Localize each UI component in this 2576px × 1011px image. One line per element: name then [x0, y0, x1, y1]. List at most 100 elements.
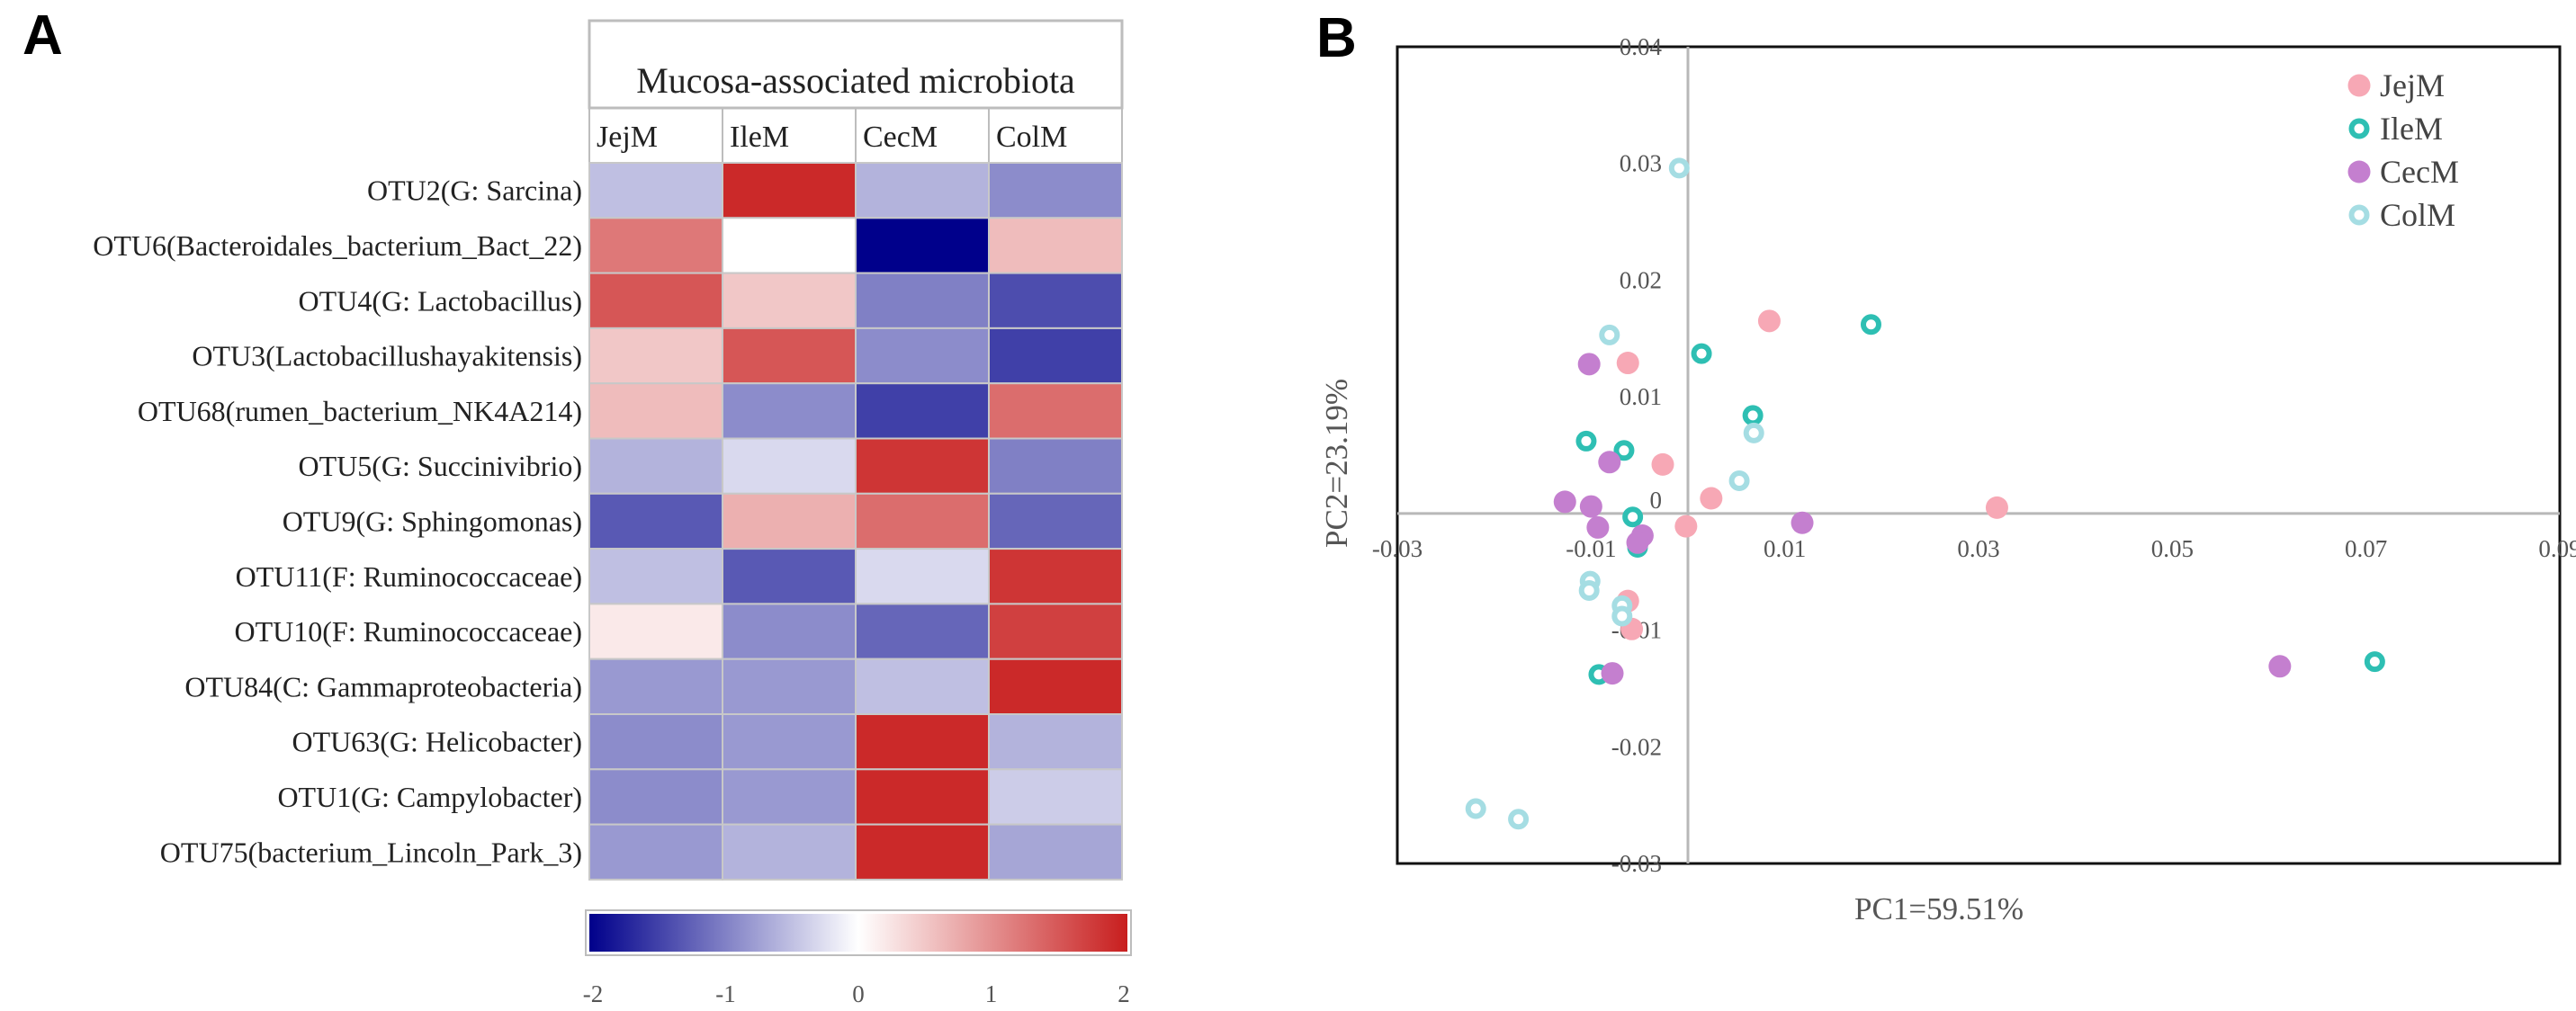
colorbar-tick: 2 [1117, 980, 1130, 1007]
heatmap-cell [588, 437, 723, 495]
heatmap-cell [722, 768, 857, 826]
row-label: OTU84(C: Gammaproteobacteria) [184, 670, 582, 702]
point-colm [1599, 324, 1620, 345]
legend-label: IleM [2380, 111, 2443, 147]
heatmap-cell [588, 382, 723, 440]
point-cecm [1579, 495, 1602, 518]
heatmap-cell [588, 327, 723, 385]
heatmap-cell [588, 162, 723, 219]
y-tick-label: 0 [1650, 487, 1663, 514]
point-colm [1578, 579, 1600, 601]
row-label: OTU68(rumen_bacterium_NK4A214) [138, 395, 582, 427]
point-cecm [1626, 531, 1649, 554]
point-colm [1465, 798, 1486, 819]
heatmap-cell [988, 713, 1123, 771]
y-tick-label: -0.02 [1611, 733, 1662, 760]
legend-marker-colm [2348, 204, 2370, 226]
point-cecm [1553, 490, 1576, 514]
heatmap-cell [722, 492, 857, 550]
point-cecm [1577, 353, 1601, 376]
x-tick-label: 0.05 [2151, 535, 2194, 562]
heatmap-cell [588, 768, 723, 826]
heatmap-cell [988, 603, 1123, 660]
panel-b-label: B [1316, 7, 1357, 69]
row-label: OTU3(Lactobacillushayakitensis) [192, 340, 582, 372]
point-cecm [1598, 451, 1621, 474]
heatmap-row-labels: OTU2(G: Sarcina) OTU6(Bacteroidales_bacte… [93, 174, 582, 869]
point-cecm [1586, 515, 1610, 539]
column-header-ilem: IleM [730, 121, 789, 154]
heatmap-cell [722, 162, 857, 219]
legend-label: CecM [2380, 154, 2459, 190]
point-ilem [1575, 430, 1597, 452]
column-header-jejm: JejM [597, 121, 658, 154]
legend-marker-jejm [2347, 74, 2371, 97]
point-ilem [2364, 651, 2385, 673]
colorbar-tick: -2 [583, 980, 604, 1007]
heatmap-cell [588, 713, 723, 771]
point-colm [1668, 157, 1690, 179]
point-cecm [2268, 655, 2292, 678]
heatmap-cell [855, 603, 990, 660]
x-tick-label: 0.03 [1957, 535, 1999, 562]
heatmap: Mucosa-associated microbiota JejM IleM Cec… [93, 19, 1132, 1007]
row-label: OTU9(G: Sphingomonas) [283, 505, 582, 537]
x-tick-label: 0.09 [2538, 535, 2576, 562]
point-jejm [1700, 487, 1723, 510]
point-jejm [1616, 352, 1639, 375]
point-cecm [1601, 662, 1624, 685]
heatmap-cell [722, 603, 857, 660]
heatmap-cell [855, 713, 990, 771]
heatmap-cell [855, 823, 990, 881]
point-jejm [1757, 309, 1781, 333]
heatmap-cell [588, 217, 723, 274]
heatmap-cell [722, 658, 857, 716]
point-ilem [1691, 343, 1712, 364]
row-label: OTU6(Bacteroidales_bacterium_Bact_22) [93, 229, 582, 262]
pca-scatter-plot: -0.03 -0.01 0.01 0.03 0.05 0.07 0.09 0.04 0.03 0.… [1319, 33, 2576, 926]
x-tick-label: -0.01 [1566, 535, 1616, 562]
heatmap-cell [855, 492, 990, 550]
heatmap-cell [722, 437, 857, 495]
heatmap-cell [722, 217, 857, 274]
heatmap-cell [988, 272, 1123, 329]
heatmap-cell [588, 548, 723, 605]
row-label: OTU11(F: Ruminococcaceae) [236, 560, 582, 593]
x-tick-label: 0.01 [1764, 535, 1806, 562]
point-jejm [1651, 452, 1674, 476]
colorbar: -2 -1 0 1 2 [583, 909, 1132, 1007]
heatmap-cell [855, 768, 990, 826]
row-label: OTU2(G: Sarcina) [367, 174, 582, 207]
colorbar-tick: 0 [852, 980, 865, 1007]
point-ilem [1622, 506, 1644, 528]
x-axis-label: PC1=59.51% [1854, 891, 2024, 926]
point-cecm [1791, 511, 1814, 534]
data-points [1465, 157, 2385, 830]
heatmap-cell [855, 272, 990, 329]
y-tick-label: 0.04 [1620, 33, 1663, 60]
row-label: OTU1(G: Campylobacter) [277, 781, 582, 813]
y-tick-label: -0.03 [1611, 850, 1662, 877]
heatmap-cell [588, 603, 723, 660]
point-ilem [1742, 405, 1764, 426]
row-label: OTU75(bacterium_Lincoln_Park_3) [160, 836, 582, 868]
heatmap-cell [588, 492, 723, 550]
heatmap-cell [722, 382, 857, 440]
heatmap-cell [988, 217, 1123, 274]
row-label: OTU5(G: Succinivibrio) [299, 450, 583, 482]
heatmap-cell [988, 768, 1123, 826]
row-label: OTU10(F: Ruminococcaceae) [234, 615, 582, 648]
column-header-cecm: CecM [863, 121, 938, 154]
legend-label: ColM [2380, 197, 2455, 233]
colorbar-frame [585, 909, 1132, 956]
legend-marker-ilem [2348, 118, 2370, 139]
colorbar-gradient [589, 914, 1127, 952]
row-label: OTU63(G: Helicobacter) [292, 726, 582, 758]
heatmap-cell [988, 492, 1123, 550]
point-ilem [1613, 440, 1635, 461]
heatmap-cell [988, 548, 1123, 605]
heatmap-cell [722, 823, 857, 881]
panel-a-label: A [22, 4, 63, 67]
y-axis-label: PC2=23.19% [1319, 379, 1354, 548]
